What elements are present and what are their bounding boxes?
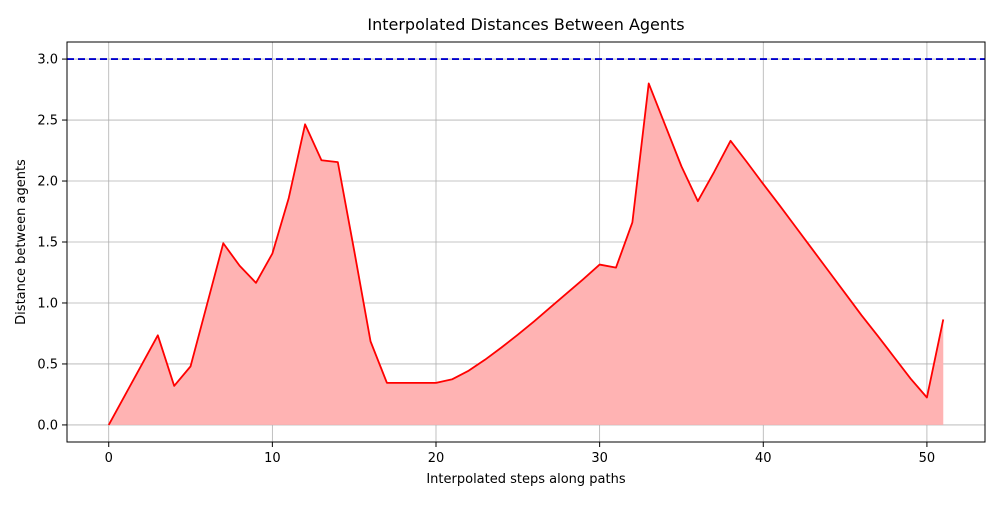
y-tick-label: 2.5 bbox=[37, 114, 58, 129]
x-axis-label: Interpolated steps along paths bbox=[426, 472, 626, 487]
y-tick-label: 1.5 bbox=[37, 236, 58, 251]
x-tick-label: 50 bbox=[919, 451, 936, 466]
distance-area-fill bbox=[108, 83, 944, 425]
x-tick-label: 10 bbox=[264, 451, 281, 466]
y-tick-label: 1.0 bbox=[37, 296, 58, 311]
x-axis-ticks: 0 10 20 30 40 50 bbox=[105, 442, 936, 466]
y-tick-label: 0.0 bbox=[37, 418, 58, 433]
y-axis-label: Distance between agents bbox=[14, 159, 29, 325]
distance-series-line bbox=[107, 82, 945, 426]
x-tick-label: 0 bbox=[105, 451, 113, 466]
y-tick-label: 2.0 bbox=[37, 175, 58, 190]
chart-title: Interpolated Distances Between Agents bbox=[367, 15, 684, 34]
x-tick-label: 30 bbox=[591, 451, 608, 466]
y-tick-label: 0.5 bbox=[37, 357, 58, 372]
y-axis-ticks: 0.0 0.5 1.0 1.5 2.0 2.5 3.0 bbox=[37, 53, 67, 433]
x-tick-label: 40 bbox=[755, 451, 772, 466]
area-layer bbox=[107, 82, 945, 426]
y-tick-label: 3.0 bbox=[37, 53, 58, 68]
x-tick-label: 20 bbox=[428, 451, 445, 466]
